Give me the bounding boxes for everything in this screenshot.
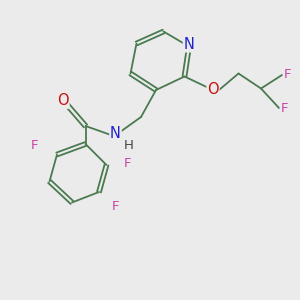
Text: O: O [207,82,219,98]
Text: N: N [110,126,121,141]
Text: F: F [281,101,288,115]
Text: F: F [124,157,131,170]
Text: H: H [124,139,134,152]
Text: N: N [184,37,194,52]
Text: F: F [284,68,291,82]
Text: F: F [112,200,119,214]
Text: F: F [31,139,38,152]
Text: O: O [57,93,69,108]
